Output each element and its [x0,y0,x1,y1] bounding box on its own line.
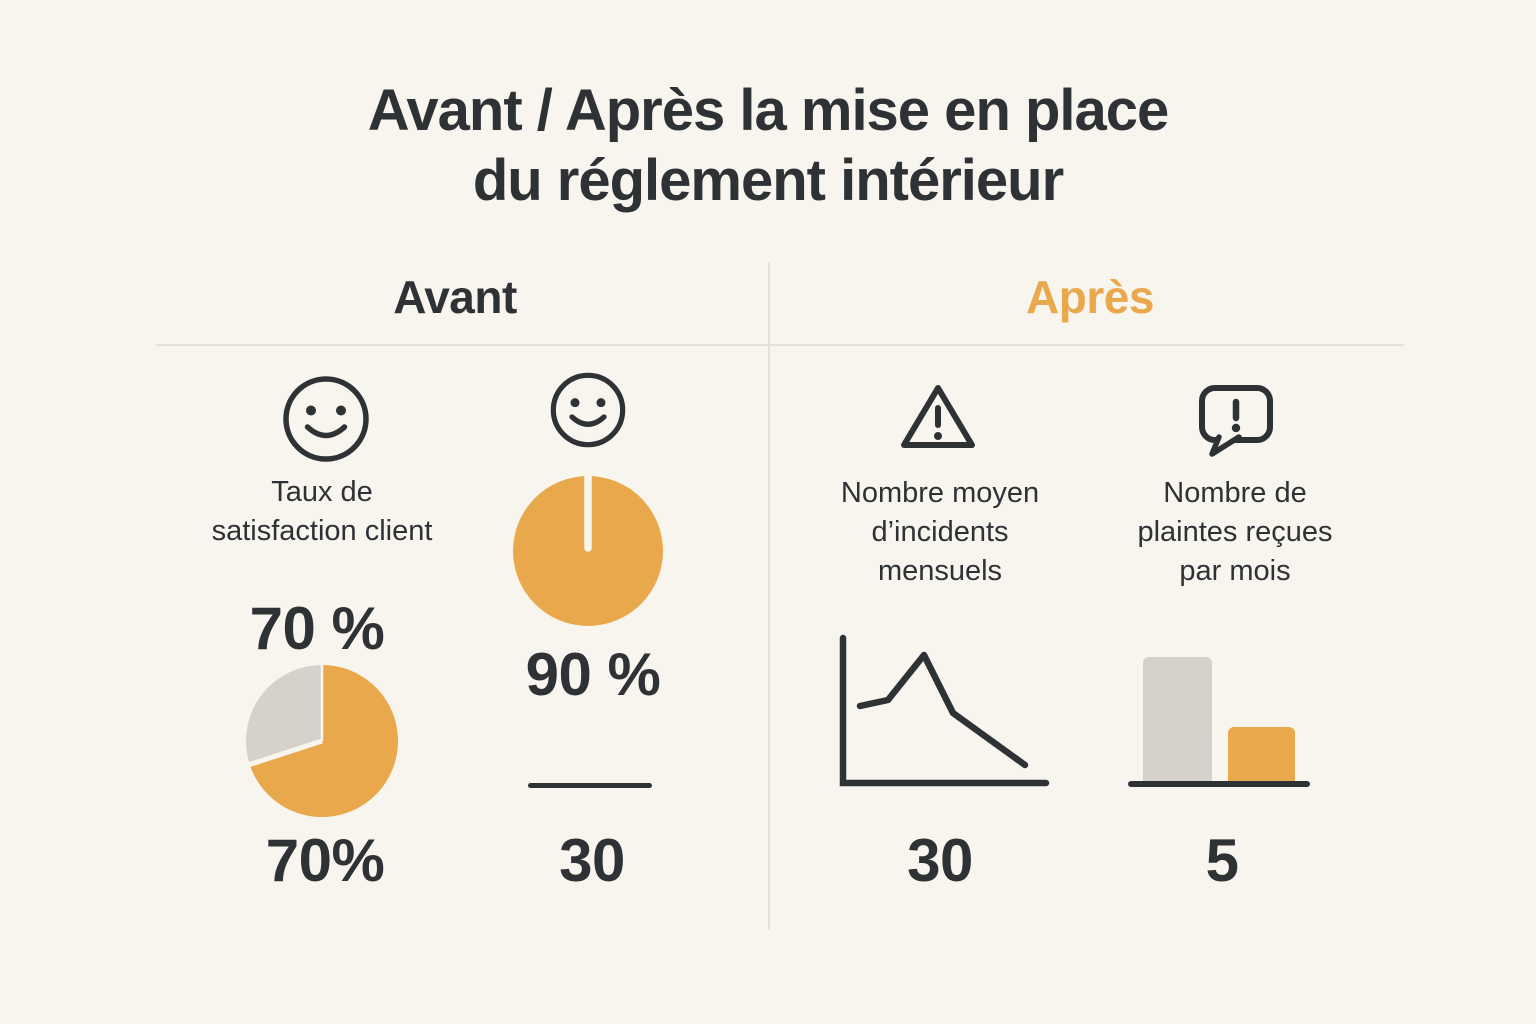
column-header-apres: Après [1026,271,1154,323]
fraction-bar [528,783,652,788]
value-denominator-30: 30 [559,827,625,894]
smiley-face-icon [283,376,369,462]
smiley-face-icon [550,372,626,448]
pie-data-label-70: 70% [265,827,385,894]
warning-triangle-icon [901,385,975,448]
bar-after [1228,727,1295,781]
bar-chart-plaintes [1128,650,1312,790]
bar-chart-baseline [1128,781,1310,787]
bar-before [1143,657,1212,781]
metric-label-satisfaction: Taux de satisfaction client [211,476,433,547]
pie-chart-90-percent [513,476,663,626]
value-satisfaction-before: 70 % [249,595,385,662]
value-satisfaction-after: 90 % [525,641,661,708]
line-chart-incidents [839,634,1050,787]
speech-bubble-exclamation-icon [1199,385,1273,457]
page-title: Avant / Après la mise en place du réglem… [367,78,1170,213]
metric-label-incidents: Nombre moyen d’incidents mensuels [840,477,1040,587]
column-header-avant: Avant [393,271,517,323]
value-plaintes-5: 5 [1205,827,1239,894]
horizontal-divider [156,344,1404,346]
metric-label-plaintes: Nombre de plaintes reçues par mois [1137,477,1333,587]
vertical-divider [768,262,770,930]
value-incidents-30: 30 [907,827,973,894]
pie-chart-70-percent [246,665,398,817]
